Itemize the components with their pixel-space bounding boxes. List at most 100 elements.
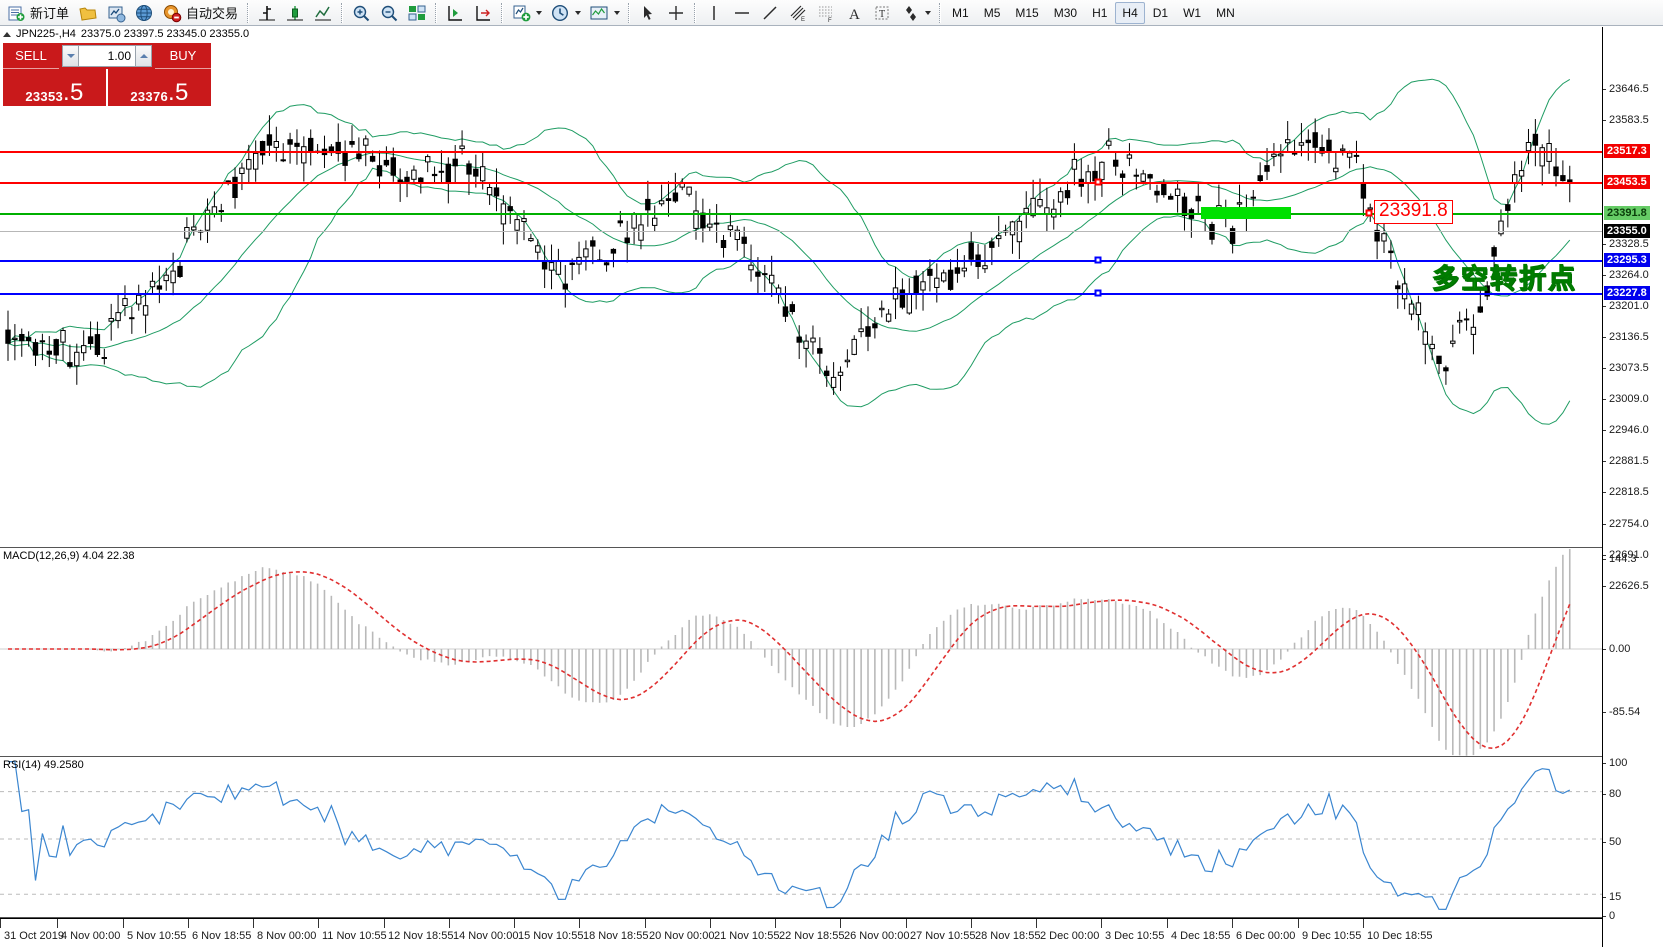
timeframe-m1[interactable]: M1 [952, 5, 969, 20]
crosshair-button[interactable] [662, 1, 690, 25]
chevron-down-icon[interactable] [575, 10, 582, 15]
time-tick: 4 Dec 18:55 [1167, 919, 1230, 942]
toolbar-separator [694, 2, 697, 23]
level-line-last-price-23355.0[interactable] [0, 231, 1602, 232]
text-label-button[interactable]: T [868, 1, 896, 25]
shapes-icon [900, 3, 920, 23]
cursor-button[interactable] [634, 1, 662, 25]
price-scale[interactable]: 23646.5 23583.5 23517.3 23453.5 23391.8 23355… [1602, 27, 1663, 947]
timeframe-d1[interactable]: D1 [1152, 5, 1169, 20]
zoom-in-button[interactable] [347, 1, 375, 25]
timeframe-mn[interactable]: MN [1216, 5, 1235, 20]
profiles-button[interactable] [102, 1, 130, 25]
expert-advisor-icon [162, 3, 182, 23]
toolbar-separator [435, 2, 438, 23]
zoom-in-icon [351, 3, 371, 23]
auto-scroll-button[interactable] [441, 1, 469, 25]
main-toolbar: 新订单 [0, 0, 1663, 26]
toolbar-separator [501, 2, 504, 23]
volume-increase-button[interactable] [135, 45, 152, 67]
callout-anchor-handle[interactable] [1365, 209, 1373, 217]
level-line-resistance-23453.5[interactable] [0, 182, 1602, 184]
level-line-pivot-23391.8[interactable] [0, 213, 1602, 215]
horizontal-line-button[interactable] [728, 1, 756, 25]
folder-icon [78, 3, 98, 23]
autotrading-label: 自动交易 [186, 6, 239, 21]
candlestick-chart-button[interactable] [281, 1, 309, 25]
cursor-icon [638, 3, 658, 23]
ask-price[interactable]: 23376.5 [108, 69, 211, 106]
price-tick: 23328.5 [1603, 238, 1649, 250]
indicators-button[interactable] [507, 1, 546, 25]
chinese-annotation[interactable]: 多空转折点 [1432, 264, 1577, 296]
fibonacci-button[interactable]: F [812, 1, 840, 25]
level-handle-23295.3[interactable] [1094, 256, 1102, 264]
shapes-button[interactable] [896, 1, 935, 25]
chevron-down-icon[interactable] [536, 10, 543, 15]
level-handle-23453.5[interactable] [1094, 178, 1102, 186]
rsi-pane[interactable]: RSI(14) 49.2580 [0, 758, 1602, 918]
timeframe-m15[interactable]: M15 [1015, 5, 1039, 20]
price-tick: 22754.0 [1603, 518, 1649, 530]
line-chart-button[interactable] [309, 1, 337, 25]
rsi-tick: 50 [1603, 836, 1621, 848]
price-callout[interactable]: 23391.8 [1374, 200, 1453, 224]
price-tick: 23646.5 [1603, 83, 1649, 95]
level-handle-23227.8[interactable] [1094, 289, 1102, 297]
time-tick: 12 Nov 18:55 [384, 919, 453, 942]
templates-icon [589, 3, 609, 23]
trend-line-button[interactable] [756, 1, 784, 25]
price-chart-pane[interactable]: 23391.8 多空转折点 [0, 41, 1602, 547]
price-tick: 23073.5 [1603, 362, 1649, 374]
macd-pane[interactable]: MACD(12,26,9) 4.04 22.38 [0, 549, 1602, 756]
folder-button[interactable] [74, 1, 102, 25]
oct-top-row: SELL 1.00 BUY [3, 43, 211, 69]
macd-canvas [0, 549, 1602, 756]
zoom-out-button[interactable] [375, 1, 403, 25]
chevron-down-icon[interactable] [614, 10, 621, 15]
time-tick: 22 Nov 18:55 [775, 919, 844, 942]
period-button[interactable] [546, 1, 585, 25]
globe-icon [134, 3, 154, 23]
svg-text:E: E [801, 17, 805, 23]
time-tick: 4 Nov 00:00 [57, 919, 120, 942]
sell-button[interactable]: SELL [3, 43, 59, 69]
text-button[interactable]: A [840, 1, 868, 25]
buy-button[interactable]: BUY [155, 43, 211, 69]
chevron-down-icon[interactable] [925, 10, 932, 15]
time-tick: 3 Dec 10:55 [1101, 919, 1164, 942]
macd-tick: 144.3 [1603, 553, 1637, 565]
timeframe-h4[interactable]: H4 [1115, 1, 1145, 24]
rsi-label: RSI(14) 49.2580 [3, 759, 84, 771]
level-line-support-23227.8[interactable] [0, 293, 1602, 295]
crosshair-icon [666, 3, 686, 23]
period-icon [550, 3, 570, 23]
templates-button[interactable] [585, 1, 624, 25]
pane-divider [0, 547, 1602, 548]
volume-input[interactable]: 1.00 [79, 45, 135, 67]
level-line-support-23295.3[interactable] [0, 260, 1602, 262]
price-badge-23517.3: 23517.3 [1604, 144, 1650, 158]
highlight-zone[interactable] [1201, 207, 1291, 219]
timeframe-h1[interactable]: H1 [1092, 5, 1108, 20]
chart-shift-button[interactable] [469, 1, 497, 25]
timeframe-w1[interactable]: W1 [1183, 5, 1202, 20]
bar-chart-button[interactable] [253, 1, 281, 25]
tile-windows-button[interactable] [403, 1, 431, 25]
new-order-button[interactable]: 新订单 [2, 1, 74, 25]
collapse-arrow-icon[interactable] [3, 31, 11, 37]
price-tick: 23583.5 [1603, 114, 1649, 126]
autotrading-button[interactable]: 自动交易 [158, 1, 243, 25]
bid-price[interactable]: 23353.5 [3, 69, 108, 106]
timeframe-m5[interactable]: M5 [983, 5, 1001, 20]
price-tick: 23264.0 [1603, 269, 1649, 281]
globe-button[interactable] [130, 1, 158, 25]
time-scale[interactable]: 31 Oct 2019 4 Nov 00:00 5 Nov 10:55 6 Nov 1… [0, 918, 1602, 947]
vertical-line-button[interactable] [700, 1, 728, 25]
timeframe-m30[interactable]: M30 [1053, 5, 1078, 20]
volume-decrease-button[interactable] [62, 45, 79, 67]
toolbar-separator [247, 2, 250, 23]
price-tick: 23009.0 [1603, 393, 1649, 405]
equidistant-channel-button[interactable]: E [784, 1, 812, 25]
level-line-resistance-23517.3[interactable] [0, 151, 1602, 153]
